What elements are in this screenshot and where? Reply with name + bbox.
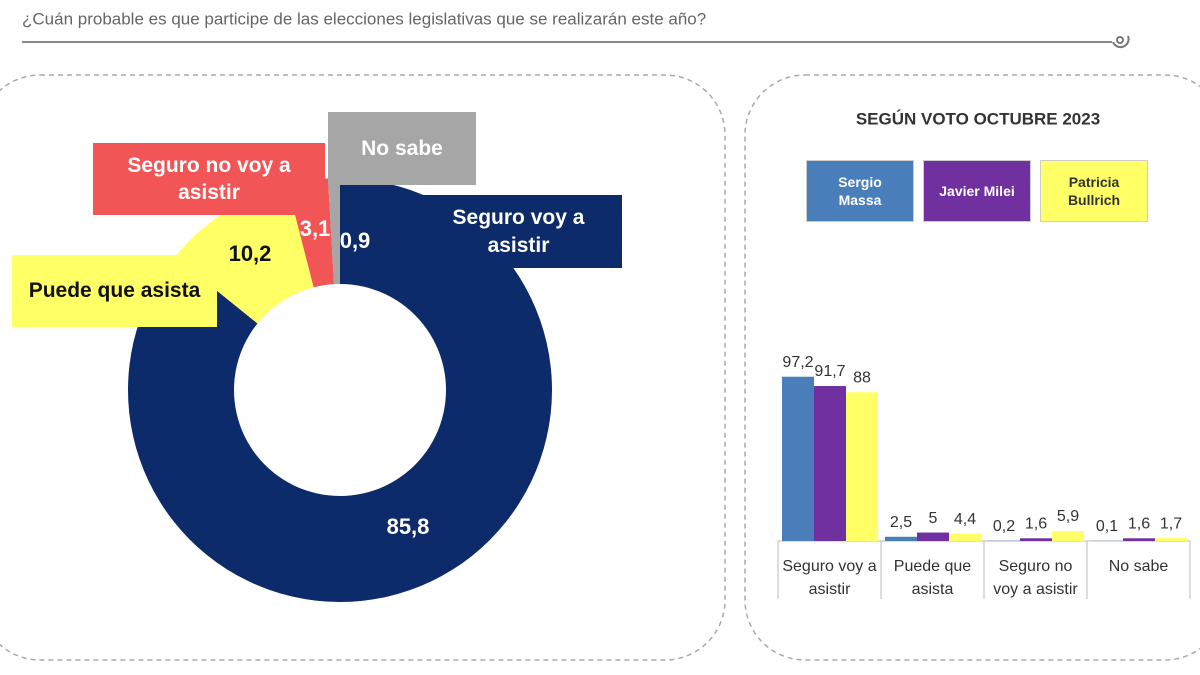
legend-entry: Patricia Bullrich	[1040, 160, 1148, 222]
page-title: ¿Cuán probable es que participe de las e…	[22, 9, 706, 28]
value-label: 10,2	[229, 241, 272, 266]
bar	[1155, 538, 1187, 541]
bar	[917, 532, 949, 541]
donut-segment	[174, 184, 314, 324]
bar	[782, 376, 814, 541]
value-label: 1,6	[1025, 516, 1047, 533]
callout-label: Seguro no voy a asistir	[93, 143, 325, 215]
callout-label: Puede que asista	[12, 255, 217, 327]
donut-segment	[127, 178, 553, 602]
value-label: 2,5	[890, 514, 912, 531]
panel-right	[744, 74, 1200, 661]
bar	[814, 386, 846, 541]
bar	[885, 536, 917, 541]
x-tick-label: Seguro no voy a asistir	[993, 558, 1078, 599]
x-tick-label: Seguro voy a asistir	[782, 558, 877, 599]
bar	[1052, 531, 1084, 541]
x-tick-label: No sabe	[1108, 558, 1169, 575]
callout-label: No sabe	[328, 112, 476, 185]
value-label: 0,2	[993, 518, 1015, 535]
value-label: 5,9	[1057, 508, 1079, 525]
bar	[1020, 538, 1052, 541]
legend-entry: Sergio Massa	[806, 160, 914, 222]
value-label: 5	[929, 510, 938, 527]
value-label: 1,6	[1128, 516, 1150, 533]
value-label: 0,1	[1096, 518, 1118, 535]
chart-title: SEGÚN VOTO OCTUBRE 2023	[856, 109, 1100, 128]
value-label: 88	[853, 369, 871, 386]
value-label: 97,2	[782, 354, 813, 371]
swirl-icon	[1112, 35, 1130, 49]
value-label: 3,1	[300, 216, 331, 241]
donut-segment	[328, 178, 340, 285]
value-label: 1,7	[1160, 515, 1182, 532]
x-tick-label: Puede que asista	[893, 558, 972, 599]
value-label: 91,7	[814, 363, 845, 380]
callout-label: Seguro voy a asistir	[415, 195, 622, 268]
bar	[1123, 538, 1155, 541]
value-label: 85,8	[387, 514, 430, 539]
legend-entry: Javier Milei	[923, 160, 1031, 222]
bar	[846, 392, 878, 541]
bar	[949, 533, 981, 541]
value-label: 4,4	[954, 511, 976, 528]
value-label: 0,9	[340, 228, 371, 253]
